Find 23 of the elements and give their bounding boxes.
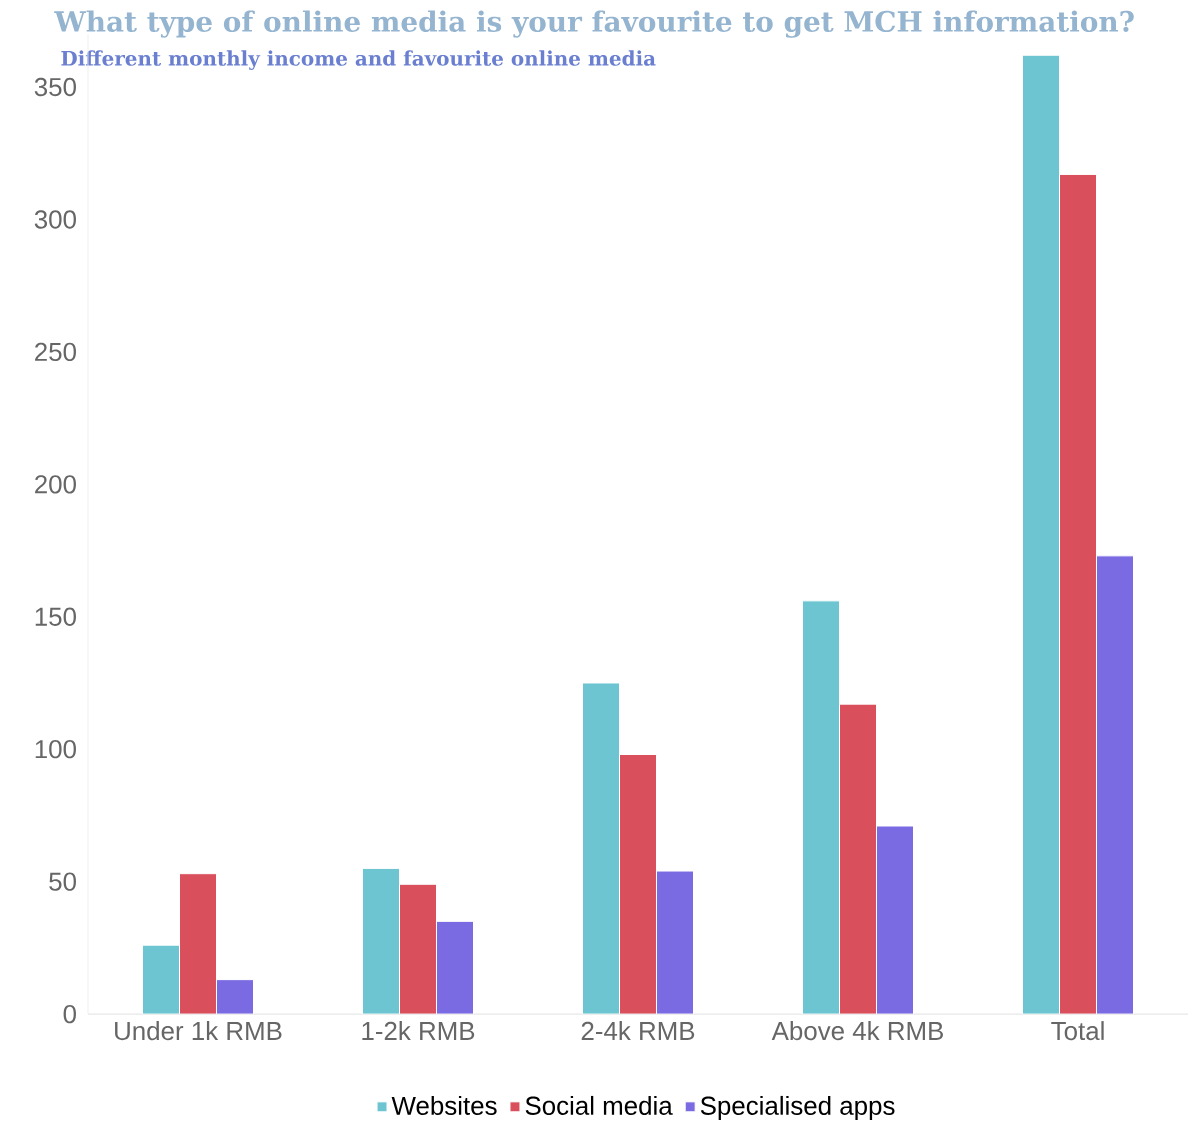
- bar: [399, 883, 438, 1015]
- legend-label: Websites: [391, 1095, 497, 1115]
- y-tick-label: 350: [34, 77, 76, 97]
- y-tick-label: 100: [35, 740, 76, 759]
- y-tick-label: 150: [35, 607, 76, 626]
- y-tick-label: 250: [35, 342, 76, 362]
- legend-label: Social media: [525, 1095, 673, 1115]
- bar: [619, 754, 658, 1015]
- y-tick-label: 0: [63, 1004, 76, 1024]
- x-tick-label: 1-2k RMB: [362, 1021, 475, 1040]
- bar: [839, 703, 878, 1015]
- y-tick-label: 200: [35, 475, 76, 494]
- bar: [179, 873, 218, 1015]
- bar: [1059, 173, 1098, 1015]
- x-tick-label: 2-4k RMB: [581, 1021, 695, 1040]
- legend-label: Specialised apps: [700, 1095, 895, 1121]
- y-tick-label: 50: [49, 872, 76, 891]
- chart-title: What type of online media is your favourite to get MCH information?: [54, 10, 1134, 38]
- x-tick-label: Under 1k RMB: [115, 1021, 282, 1041]
- x-tick-label: Above 4k RMB: [771, 1021, 943, 1041]
- y-tick-label: 300: [34, 210, 76, 229]
- text: Different monthly income and favourite online media: [61, 50, 656, 70]
- x-tick-label: Total: [1051, 1021, 1104, 1041]
